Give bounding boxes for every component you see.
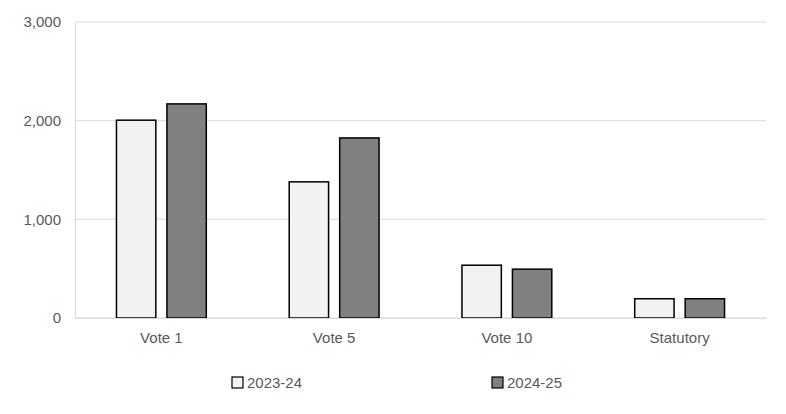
x-tick-label: Vote 1 [140,329,183,346]
y-tick: 3,000 [23,13,75,30]
x-tick: Vote 1 [140,318,183,346]
bar [116,120,155,318]
legend-item: 2024-25 [492,374,562,391]
bar [462,265,501,318]
y-axis: 0 1,000 2,000 3,000 [23,13,75,326]
grid [75,22,766,318]
legend-swatch [492,377,503,388]
bar [167,104,206,318]
bars [116,104,724,318]
legend-label: 2024-25 [507,374,562,391]
y-tick-label: 3,000 [23,13,61,30]
chart: 0 1,000 2,000 3,000 Vote 1 Vote 5 Vote 10 Statu… [0,0,786,414]
plot: 0 1,000 2,000 3,000 Vote 1 Vote 5 Vote 10 Statu… [23,13,766,345]
legend-swatch [232,377,243,388]
bar [685,299,724,318]
legend-item: 2023-24 [232,374,302,391]
series [167,104,725,318]
x-axis: Vote 1 Vote 5 Vote 10 Statutory [76,318,767,346]
bar [289,182,328,318]
bars-inner [116,104,724,318]
y-tick: 0 [53,309,75,326]
grid-line [75,22,766,23]
legend: 2023-24 2024-25 [232,374,562,391]
y-tick-label: 2,000 [23,112,61,129]
y-tick: 1,000 [23,211,75,228]
x-tick-label: Vote 5 [313,329,356,346]
bar [340,138,379,318]
x-tick: Statutory [650,318,711,346]
bar [635,299,674,318]
y-tick-label: 0 [53,309,61,326]
x-tick: Vote 5 [313,318,356,346]
bar [512,269,551,318]
x-tick: Vote 10 [481,318,532,346]
x-tick-label: Statutory [650,329,711,346]
y-axis-line [75,23,76,319]
legend-label: 2023-24 [247,374,302,391]
y-tick: 2,000 [23,112,75,129]
x-axis-line [76,318,767,319]
y-tick-label: 1,000 [23,211,61,228]
x-tick-label: Vote 10 [481,329,532,346]
